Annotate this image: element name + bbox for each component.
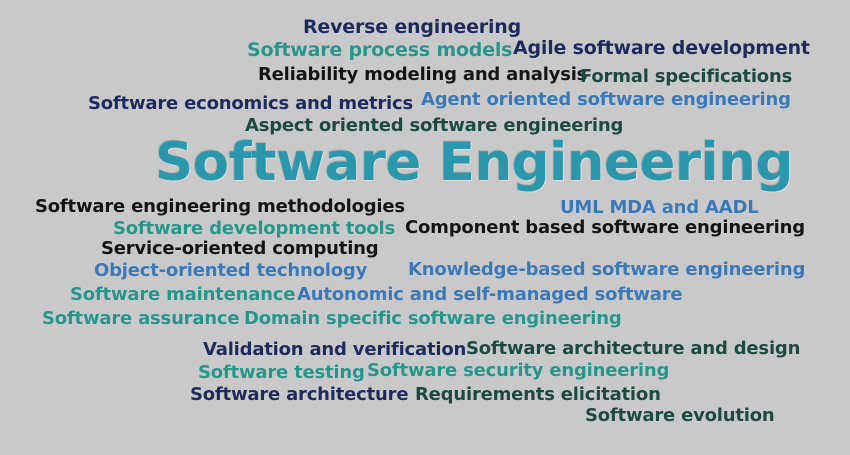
term-agent-oriented: Agent oriented software engineering xyxy=(421,89,791,110)
term-knowledge-based: Knowledge-based software engineering xyxy=(408,259,806,280)
term-software-architecture: Software architecture xyxy=(190,384,409,405)
term-software-economics: Software economics and metrics xyxy=(88,93,414,114)
term-formal-specifications: Formal specifications xyxy=(580,66,793,87)
term-software-testing: Software testing xyxy=(198,362,365,383)
term-uml-mda-aadl: UML MDA and AADL xyxy=(560,197,759,218)
term-requirements-elicitation: Requirements elicitation xyxy=(415,384,661,405)
term-se-methodologies: Software engineering methodologies xyxy=(35,196,405,217)
term-software-maintenance: Software maintenance xyxy=(70,284,296,305)
page-title: Software Engineering xyxy=(155,132,793,193)
term-architecture-design: Software architecture and design xyxy=(466,338,801,359)
term-domain-specific: Domain specific software engineering xyxy=(244,308,622,329)
term-validation-verification: Validation and verification xyxy=(203,339,467,360)
term-service-oriented: Service-oriented computing xyxy=(101,238,379,259)
term-security-engineering: Software security engineering xyxy=(367,360,670,381)
term-object-oriented: Object-oriented technology xyxy=(94,260,368,281)
term-reverse-engineering: Reverse engineering xyxy=(303,16,522,38)
term-reliability-modeling: Reliability modeling and analysis xyxy=(258,64,588,85)
term-component-based: Component based software engineering xyxy=(405,217,805,238)
term-software-process-models: Software process models xyxy=(247,39,513,61)
term-autonomic: Autonomic and self-managed software xyxy=(297,284,683,305)
term-software-assurance: Software assurance xyxy=(42,308,240,329)
term-software-evolution: Software evolution xyxy=(585,405,775,426)
term-aspect-oriented: Aspect oriented software engineering xyxy=(245,115,624,136)
term-agile-software-development: Agile software development xyxy=(513,37,810,59)
term-software-dev-tools: Software development tools xyxy=(113,218,396,239)
